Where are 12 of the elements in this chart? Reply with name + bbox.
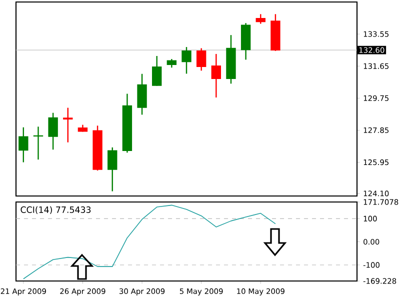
candlestick [63, 107, 73, 143]
candlestick [137, 73, 147, 116]
candlestick [152, 55, 162, 86]
candlestick [18, 126, 28, 163]
candlestick [211, 53, 221, 98]
chart-title: CCI(14) 77.5433 [20, 206, 91, 214]
candlestick [182, 46, 192, 74]
candlestick [196, 48, 206, 72]
candlestick [33, 126, 44, 160]
candlestick [256, 14, 266, 24]
candlestick [48, 112, 58, 150]
candlestick [108, 146, 118, 192]
